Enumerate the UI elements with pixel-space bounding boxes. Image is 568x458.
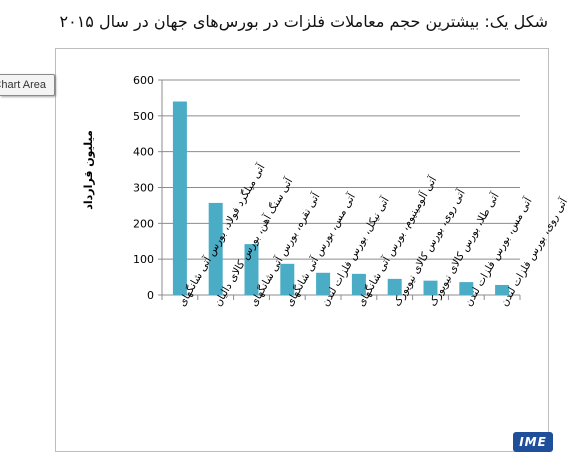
y-tick-label: 300 <box>133 182 154 195</box>
bar[interactable] <box>208 202 223 295</box>
y-tick-label: 100 <box>133 253 154 266</box>
y-tick-label: 600 <box>133 74 154 87</box>
bar[interactable] <box>351 273 366 295</box>
bar[interactable] <box>316 272 331 295</box>
bar[interactable] <box>495 284 510 295</box>
bar[interactable] <box>387 278 402 295</box>
y-tick-label: 0 <box>147 289 154 302</box>
y-tick-label: 500 <box>133 110 154 123</box>
bar[interactable] <box>280 263 295 295</box>
y-tick-labels: 0 100 200 300 400 500 600 <box>133 74 154 302</box>
y-tick-label: 200 <box>133 217 154 230</box>
y-axis-label: میلیون قرارداد <box>82 130 95 210</box>
bar[interactable] <box>172 101 187 296</box>
bar[interactable] <box>244 244 259 295</box>
ime-logo: IME <box>513 432 553 452</box>
bar[interactable] <box>423 280 438 295</box>
bar[interactable] <box>459 282 474 295</box>
x-tick-label: آتی روی، بورس فلزات لندن <box>497 195 568 309</box>
y-tick-label: 400 <box>133 146 154 159</box>
chart-title: شکل یک: بیشترین حجم معاملات فلزات در بور… <box>59 12 549 31</box>
chart-area-tooltip: Chart Area <box>0 74 55 96</box>
bars <box>172 101 510 296</box>
